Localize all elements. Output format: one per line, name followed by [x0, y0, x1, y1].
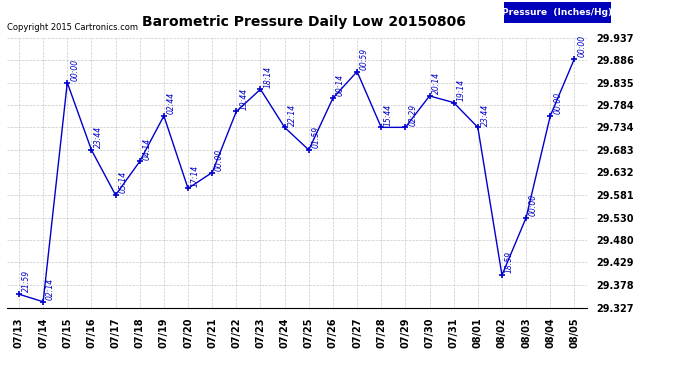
Text: Pressure  (Inches/Hg): Pressure (Inches/Hg) [502, 8, 612, 16]
Text: 02:44: 02:44 [167, 92, 176, 114]
Text: 00:14: 00:14 [336, 74, 345, 96]
Text: 00:00: 00:00 [70, 59, 79, 81]
Text: 01:59: 01:59 [312, 126, 321, 148]
Text: 19:14: 19:14 [457, 79, 466, 101]
Text: 17:14: 17:14 [191, 165, 200, 187]
Text: 04:14: 04:14 [143, 138, 152, 160]
Text: 19:44: 19:44 [239, 87, 248, 109]
Text: Barometric Pressure Daily Low 20150806: Barometric Pressure Daily Low 20150806 [141, 15, 466, 29]
Text: 18:14: 18:14 [264, 65, 273, 87]
Text: 23:44: 23:44 [481, 104, 490, 126]
Text: 00:00: 00:00 [578, 35, 586, 57]
Text: 00:00: 00:00 [215, 148, 224, 171]
Text: 20:14: 20:14 [433, 72, 442, 94]
Text: 15:44: 15:44 [384, 104, 393, 126]
Text: Copyright 2015 Cartronics.com: Copyright 2015 Cartronics.com [7, 23, 138, 32]
Text: 00:59: 00:59 [360, 48, 369, 70]
Text: 00:00: 00:00 [553, 92, 562, 114]
Text: 05:14: 05:14 [119, 171, 128, 193]
Text: 23:44: 23:44 [95, 126, 103, 148]
Text: 02:29: 02:29 [408, 104, 417, 126]
Text: 22:14: 22:14 [288, 104, 297, 126]
Text: 00:00: 00:00 [529, 194, 538, 216]
Text: 02:14: 02:14 [46, 278, 55, 300]
Text: 18:59: 18:59 [505, 251, 514, 273]
Text: 21:59: 21:59 [22, 270, 31, 292]
